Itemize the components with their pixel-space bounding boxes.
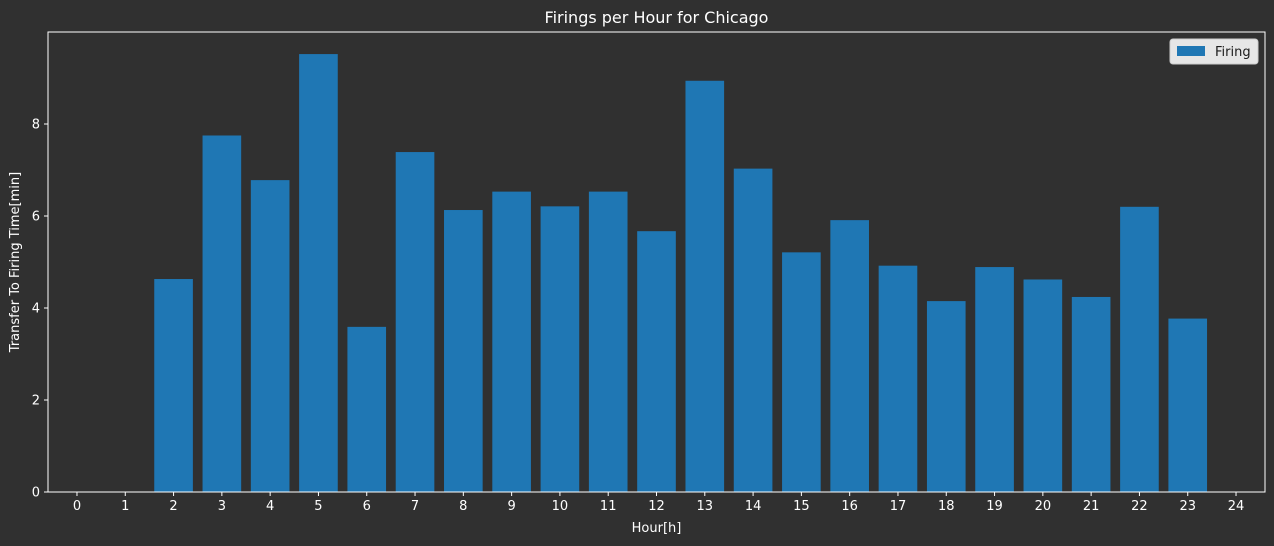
x-tick-label: 22 [1131,499,1148,514]
bar-hour-19 [975,267,1014,492]
x-tick-label: 16 [841,499,858,514]
x-tick-label: 10 [552,499,569,514]
x-tick-label: 0 [73,499,81,514]
y-tick-label: 6 [32,210,40,225]
bar-hour-23 [1168,318,1208,492]
x-tick-label: 12 [648,499,665,514]
bar-hour-22 [1120,206,1159,493]
x-tick-label: 14 [745,499,762,514]
bar-hour-21 [1071,296,1111,492]
x-tick-label: 6 [363,499,371,514]
x-tick-label: 20 [1035,499,1052,514]
bar-hour-5 [299,54,338,492]
bar-hour-7 [395,152,435,492]
chart-title: Firings per Hour for Chicago [545,8,769,27]
bar-hour-4 [250,180,290,492]
legend-label-firing: Firing [1215,45,1251,60]
legend-swatch-firing [1177,46,1205,56]
x-tick-label: 24 [1228,499,1245,514]
x-tick-label: 15 [793,499,810,514]
bar-hour-9 [492,191,531,492]
bar-hour-16 [830,220,869,492]
bars-group [154,54,1208,493]
bar-hour-3 [202,135,242,492]
x-tick-label: 4 [266,499,274,514]
bar-hour-20 [1023,279,1063,492]
bar-hour-6 [347,326,387,492]
bar-hour-2 [154,279,193,492]
y-tick-label: 4 [32,302,40,317]
x-tick-label: 9 [507,499,515,514]
x-tick-label: 2 [169,499,177,514]
x-tick-label: 8 [459,499,467,514]
x-tick-label: 3 [218,499,226,514]
bar-hour-17 [878,265,918,492]
x-tick-label: 7 [411,499,419,514]
bar-hour-8 [444,210,483,492]
y-tick-label: 0 [32,486,40,501]
bar-hour-14 [733,168,773,492]
legend-box [1169,38,1259,65]
x-tick-label: 5 [314,499,322,514]
x-tick-label: 17 [890,499,907,514]
bar-hour-15 [782,252,821,492]
x-tick-label: 13 [697,499,714,514]
x-tick-label: 18 [938,499,955,514]
bar-hour-12 [637,231,676,492]
y-tick-label: 8 [32,118,40,133]
bar-hour-18 [926,301,966,492]
x-tick-label: 11 [600,499,617,514]
x-tick-label: 21 [1083,499,1100,514]
legend: Firing [1169,38,1259,65]
plot-frame [47,31,1266,493]
bar-hour-11 [588,191,628,492]
x-tick-label: 19 [986,499,1003,514]
x-ticks-group: 0 1 2 3 4 5 6 7 8 9 10 11 12 13 14 15 16 17 18 19 20 21 22 23 24 [73,492,1244,514]
x-tick-label: 23 [1179,499,1196,514]
y-tick-label: 2 [32,394,40,409]
y-axis-label: Transfer To Firing Time[min] [8,172,23,353]
bar-hour-10 [540,206,580,492]
x-tick-label: 1 [121,499,129,514]
bar-hour-13 [685,80,725,492]
y-ticks-group: 0 2 4 6 8 [32,118,48,501]
x-axis-label: Hour[h] [632,521,682,536]
